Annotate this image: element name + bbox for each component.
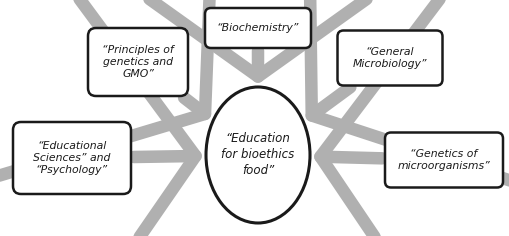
FancyBboxPatch shape bbox=[337, 30, 442, 85]
Ellipse shape bbox=[206, 87, 310, 223]
Text: “Biochemistry”: “Biochemistry” bbox=[217, 23, 299, 33]
FancyBboxPatch shape bbox=[13, 122, 131, 194]
Text: “Principles of
genetics and
GMO”: “Principles of genetics and GMO” bbox=[102, 45, 174, 79]
FancyBboxPatch shape bbox=[385, 132, 503, 187]
FancyBboxPatch shape bbox=[205, 8, 311, 48]
FancyBboxPatch shape bbox=[88, 28, 188, 96]
Text: “Genetics of
microorganisms”: “Genetics of microorganisms” bbox=[398, 149, 490, 171]
Text: “Education
for bioethics
food”: “Education for bioethics food” bbox=[221, 132, 295, 177]
Text: “General
Microbiology”: “General Microbiology” bbox=[353, 47, 427, 69]
Text: “Educational
Sciences” and
“Psychology”: “Educational Sciences” and “Psychology” bbox=[33, 141, 110, 175]
